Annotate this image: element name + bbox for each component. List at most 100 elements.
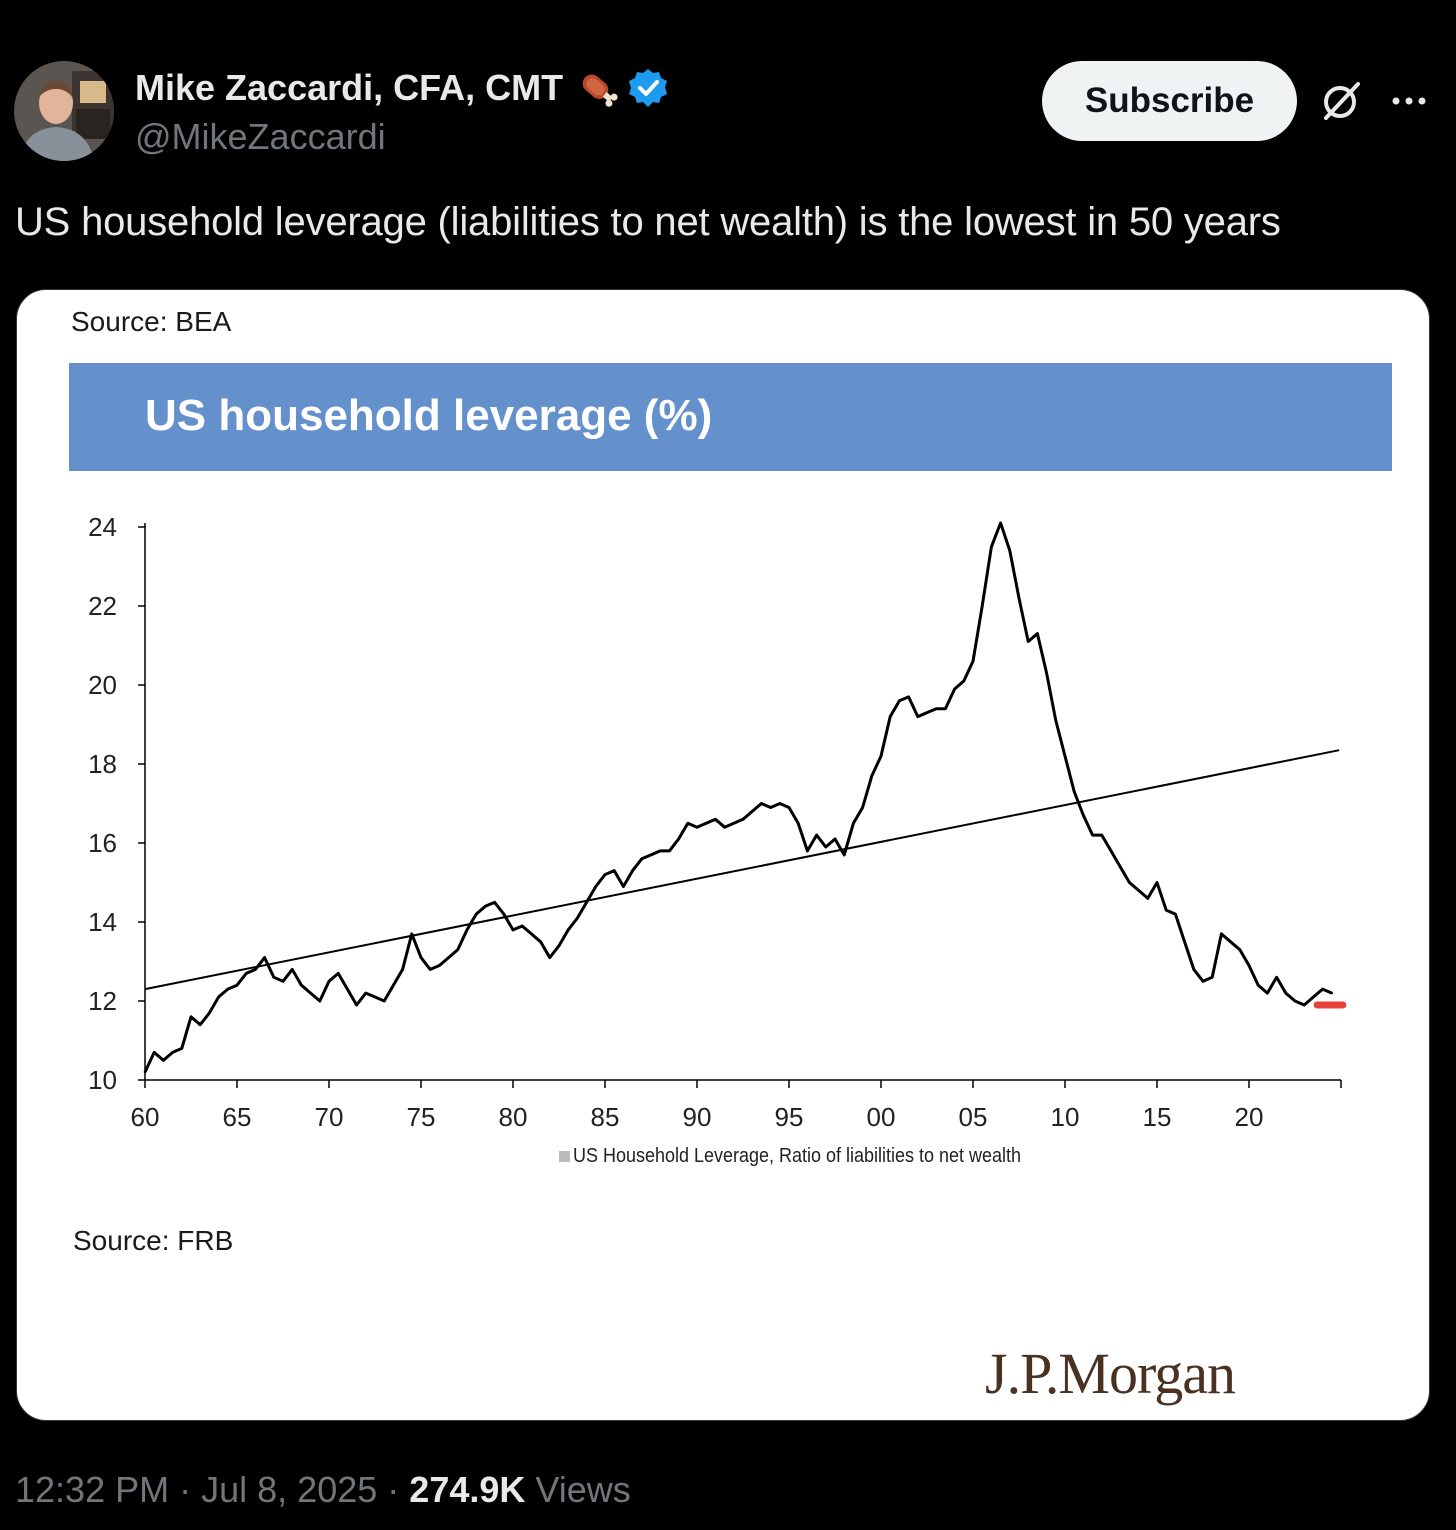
tweet-time[interactable]: 12:32 PM xyxy=(15,1469,170,1510)
data-point xyxy=(649,853,653,857)
grok-icon[interactable] xyxy=(1318,78,1364,124)
data-point xyxy=(1211,976,1214,979)
meta-separator: · xyxy=(179,1469,192,1510)
data-point xyxy=(787,806,791,809)
data-point xyxy=(235,984,239,987)
x-tick-label: 85 xyxy=(591,1102,620,1132)
data-point xyxy=(143,1070,147,1074)
tweet-meta: 12:32 PM · Jul 8, 2025 · 274.9K Views xyxy=(15,1469,631,1511)
data-point xyxy=(1091,833,1094,837)
data-point xyxy=(521,924,524,928)
data-point xyxy=(1293,999,1297,1003)
data-point xyxy=(493,901,496,904)
data-point xyxy=(162,1059,165,1062)
chart-title: US household leverage (%) xyxy=(145,391,713,440)
more-options-icon[interactable] xyxy=(1388,84,1432,118)
data-point xyxy=(1100,833,1104,837)
views-count: 274.9K xyxy=(409,1469,526,1510)
data-point xyxy=(1303,1003,1306,1007)
data-point xyxy=(631,869,634,872)
data-point xyxy=(723,826,726,829)
y-tick-label: 20 xyxy=(88,670,117,700)
tweet-date[interactable]: Jul 8, 2025 xyxy=(201,1469,378,1510)
data-point xyxy=(714,818,717,821)
chart: 10 12 14 16 18 20 22 24 60 65 70 75 80 85 90 95 00 05 10 15… xyxy=(88,512,1347,1167)
series-line xyxy=(143,521,1333,1073)
data-point xyxy=(511,928,515,932)
author-handle[interactable]: @MikeZaccardi xyxy=(135,116,386,157)
source-top: Source: BEA xyxy=(71,306,232,337)
data-point xyxy=(769,806,772,809)
media-card[interactable]: Source: BEA US household leverage (%) 10… xyxy=(16,289,1430,1421)
data-point xyxy=(1036,632,1039,635)
data-point xyxy=(1330,991,1334,995)
x-tick-label: 60 xyxy=(131,1102,160,1132)
source-bottom: Source: FRB xyxy=(73,1225,234,1256)
data-point xyxy=(1220,932,1223,936)
data-point xyxy=(438,964,441,967)
x-tick-label: 75 xyxy=(407,1102,436,1132)
legend-swatch xyxy=(559,1151,570,1162)
data-point xyxy=(1284,991,1288,995)
data-point xyxy=(1229,940,1232,943)
data-point xyxy=(1257,984,1260,987)
data-point xyxy=(1128,881,1131,884)
data-point xyxy=(1312,995,1315,999)
data-point xyxy=(916,715,919,718)
author-name[interactable]: Mike Zaccardi, CFA, CMT xyxy=(135,67,564,108)
data-point xyxy=(429,968,432,971)
data-point xyxy=(1192,968,1196,971)
data-point xyxy=(456,948,459,951)
data-point xyxy=(1054,719,1058,722)
data-point xyxy=(171,1051,174,1054)
data-point xyxy=(971,660,975,663)
data-point xyxy=(806,849,809,853)
data-point xyxy=(953,687,956,691)
data-point xyxy=(990,545,993,548)
data-point xyxy=(364,991,367,995)
data-point xyxy=(1183,940,1186,943)
data-point xyxy=(392,984,395,987)
data-point xyxy=(907,695,910,699)
data-point xyxy=(447,956,450,959)
data-point xyxy=(668,849,671,853)
data-point xyxy=(622,885,625,888)
data-point xyxy=(797,822,800,825)
avatar[interactable] xyxy=(14,61,114,161)
meat-on-bone-icon xyxy=(573,64,621,112)
subscribe-button[interactable]: Subscribe xyxy=(1042,61,1297,141)
data-point xyxy=(199,1023,202,1026)
data-point xyxy=(373,995,377,999)
data-point xyxy=(732,822,735,825)
data-point xyxy=(760,802,763,805)
data-point xyxy=(1201,980,1205,983)
data-point xyxy=(272,976,275,979)
data-point xyxy=(815,833,818,837)
data-point xyxy=(346,987,349,991)
data-point xyxy=(355,1003,358,1007)
data-point xyxy=(981,604,984,608)
x-tick-label: 15 xyxy=(1143,1102,1172,1132)
data-point xyxy=(1238,948,1242,951)
data-point xyxy=(530,932,533,936)
x-tick-label: 20 xyxy=(1235,1102,1264,1132)
data-point xyxy=(383,999,386,1003)
data-point xyxy=(401,968,404,971)
data-point xyxy=(576,916,579,920)
verified-badge-icon[interactable] xyxy=(627,67,669,109)
data-point xyxy=(613,869,616,872)
data-point xyxy=(659,849,662,853)
data-point xyxy=(337,972,340,975)
data-point xyxy=(484,905,487,908)
data-point xyxy=(870,774,873,778)
data-point xyxy=(1109,849,1113,853)
data-point xyxy=(751,810,754,813)
data-point xyxy=(1146,897,1150,900)
y-tick-label: 14 xyxy=(88,907,117,937)
legend-label: US Household Leverage, Ratio of liabilit… xyxy=(573,1145,1021,1167)
data-point xyxy=(475,912,478,916)
chart-title-banner: US household leverage (%) xyxy=(69,363,1392,471)
x-tick-label: 00 xyxy=(867,1102,896,1132)
data-point xyxy=(879,754,883,758)
data-point xyxy=(567,928,570,932)
